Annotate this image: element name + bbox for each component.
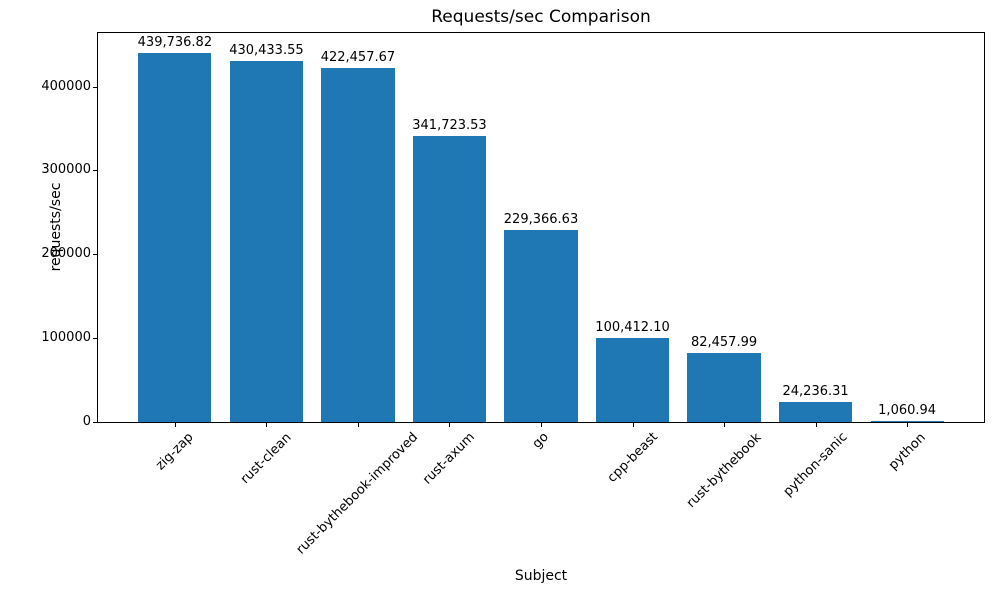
x-tick bbox=[907, 423, 909, 427]
bar bbox=[229, 61, 304, 422]
y-tick-label: 100000 bbox=[41, 330, 91, 346]
y-tick-label: 400000 bbox=[41, 78, 91, 94]
bar bbox=[504, 230, 578, 422]
x-tick-label: rust-clean bbox=[237, 429, 295, 487]
x-tick-label: zig-zap bbox=[153, 429, 197, 474]
x-tick-label: cpp-beast bbox=[604, 429, 661, 487]
x-axis-label: Subject bbox=[514, 568, 568, 584]
bar-value-label: 24,236.31 bbox=[782, 384, 849, 399]
x-tick bbox=[541, 423, 542, 427]
x-tick bbox=[174, 423, 176, 427]
bar bbox=[321, 68, 395, 422]
x-tick-label: rust-bythebook bbox=[683, 429, 765, 511]
x-tick bbox=[449, 423, 451, 427]
y-tick bbox=[93, 86, 97, 88]
y-tick bbox=[93, 170, 97, 172]
bar bbox=[412, 136, 487, 422]
bar bbox=[138, 53, 212, 422]
y-tick-label: 0 bbox=[82, 414, 91, 429]
x-tick bbox=[724, 423, 726, 427]
x-tick-label: rust-bythebook-improved bbox=[293, 429, 422, 558]
bar-value-label: 422,457.67 bbox=[320, 50, 396, 65]
x-tick bbox=[632, 423, 634, 427]
x-tick-label: python bbox=[885, 429, 929, 473]
bar-value-label: 341,723.53 bbox=[412, 118, 487, 133]
bar bbox=[595, 338, 670, 422]
x-tick-label: rust-axum bbox=[420, 430, 478, 488]
x-tick bbox=[357, 423, 359, 427]
bar-value-label: 430,433.55 bbox=[229, 43, 304, 58]
bar bbox=[687, 353, 761, 422]
bar-value-label: 1,060.94 bbox=[878, 403, 937, 418]
chart-title: Requests/sec Comparison bbox=[431, 7, 651, 27]
x-tick bbox=[815, 423, 817, 427]
bar-value-label: 439,736.82 bbox=[137, 35, 213, 50]
bar bbox=[870, 421, 944, 422]
bar-value-label: 82,457.99 bbox=[690, 335, 758, 350]
y-tick-label: 200000 bbox=[41, 246, 91, 262]
y-tick bbox=[93, 422, 97, 423]
y-tick-label: 300000 bbox=[41, 162, 91, 178]
y-tick bbox=[93, 254, 97, 256]
x-tick-label: python-sanic bbox=[780, 430, 851, 500]
y-tick bbox=[93, 338, 97, 340]
x-tick-label: go bbox=[529, 429, 552, 452]
bar bbox=[778, 402, 853, 422]
bar-value-label: 229,366.63 bbox=[503, 212, 579, 227]
bar-value-label: 100,412.10 bbox=[595, 320, 670, 335]
x-tick bbox=[266, 423, 268, 427]
